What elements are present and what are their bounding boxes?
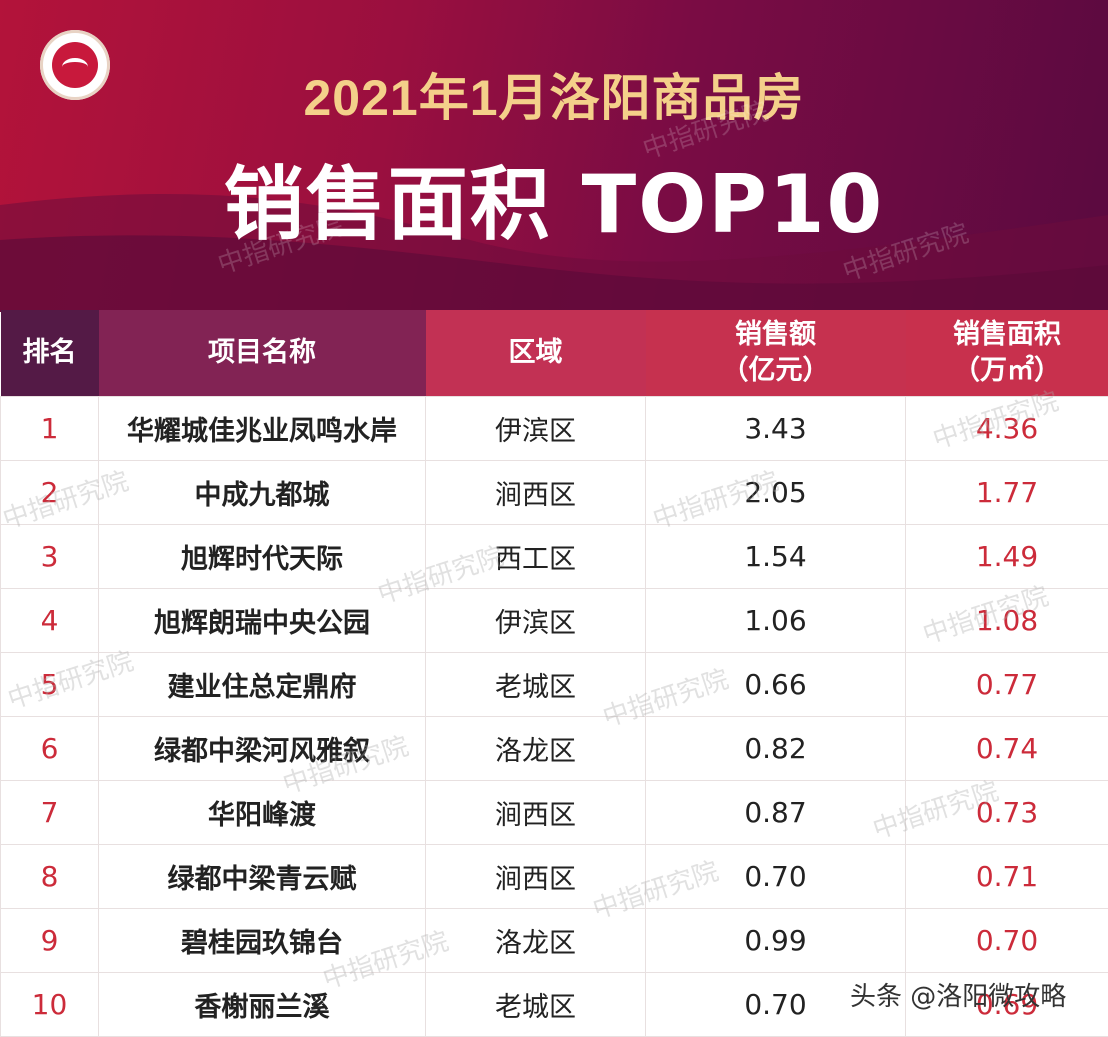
cell-area: 0.73 [906,781,1108,845]
col-header-name: 项目名称 [99,310,426,397]
cell-district: 老城区 [426,653,646,717]
ranking-table: 排名 项目名称 区域 销售额 （亿元） 销售面积 （万㎡） 1 华耀城佳兆业凤鸣… [0,310,1108,1037]
cell-rank: 8 [1,845,99,909]
cell-district: 涧西区 [426,781,646,845]
cell-project-name: 华阳峰渡 [99,781,426,845]
cell-project-name: 绿都中梁河风雅叙 [99,717,426,781]
cell-rank: 4 [1,589,99,653]
cell-area: 1.08 [906,589,1108,653]
cell-district: 洛龙区 [426,717,646,781]
table-row: 1 华耀城佳兆业凤鸣水岸 伊滨区 3.43 4.36 [1,397,1108,461]
cell-project-name: 旭辉时代天际 [99,525,426,589]
cell-rank: 5 [1,653,99,717]
cell-rank: 9 [1,909,99,973]
cell-sales: 1.06 [646,589,906,653]
cell-project-name: 绿都中梁青云赋 [99,845,426,909]
cell-district: 伊滨区 [426,397,646,461]
table-row: 8 绿都中梁青云赋 涧西区 0.70 0.71 [1,845,1108,909]
cell-project-name: 碧桂园玖锦台 [99,909,426,973]
table-row: 3 旭辉时代天际 西工区 1.54 1.49 [1,525,1108,589]
col-header-sales-line2: （亿元） [646,353,906,389]
cell-rank: 1 [1,397,99,461]
cell-rank: 3 [1,525,99,589]
table-row: 2 中成九都城 涧西区 2.05 1.77 [1,461,1108,525]
cell-area: 1.49 [906,525,1108,589]
cell-rank: 6 [1,717,99,781]
cell-rank: 7 [1,781,99,845]
cell-rank: 2 [1,461,99,525]
cell-project-name: 香榭丽兰溪 [99,973,426,1037]
table-row: 6 绿都中梁河风雅叙 洛龙区 0.82 0.74 [1,717,1108,781]
table-row: 5 建业住总定鼎府 老城区 0.66 0.77 [1,653,1108,717]
cell-project-name: 华耀城佳兆业凤鸣水岸 [99,397,426,461]
cell-sales: 0.99 [646,909,906,973]
cell-project-name: 建业住总定鼎府 [99,653,426,717]
col-header-area: 销售面积 （万㎡） [906,310,1108,397]
source-credit: 头条 @洛阳微攻略 [850,976,1066,1013]
cell-rank: 10 [1,973,99,1037]
col-header-district: 区域 [426,310,646,397]
table-header-row: 排名 项目名称 区域 销售额 （亿元） 销售面积 （万㎡） [1,310,1108,397]
cell-area: 0.70 [906,909,1108,973]
col-header-sales-line1: 销售额 [646,317,906,353]
cell-area: 4.36 [906,397,1108,461]
header-banner: 2021年1月洛阳商品房 销售面积 TOP10 中指研究院 中指研究院 中指研究… [0,0,1108,312]
col-header-area-line2: （万㎡） [906,353,1108,389]
cell-district: 老城区 [426,973,646,1037]
cell-sales: 0.66 [646,653,906,717]
col-header-sales: 销售额 （亿元） [646,310,906,397]
cell-sales: 3.43 [646,397,906,461]
page-title-line1: 2021年1月洛阳商品房 [0,58,1108,130]
cell-sales: 0.70 [646,845,906,909]
cell-area: 0.71 [906,845,1108,909]
cell-district: 涧西区 [426,461,646,525]
cell-sales: 1.54 [646,525,906,589]
cell-district: 涧西区 [426,845,646,909]
cell-area: 0.77 [906,653,1108,717]
cell-district: 伊滨区 [426,589,646,653]
cell-district: 洛龙区 [426,909,646,973]
table-row: 4 旭辉朗瑞中央公园 伊滨区 1.06 1.08 [1,589,1108,653]
page-title-line2: 销售面积 TOP10 [0,140,1108,256]
cell-sales: 0.87 [646,781,906,845]
cell-project-name: 中成九都城 [99,461,426,525]
col-header-rank: 排名 [1,310,99,397]
cell-sales: 2.05 [646,461,906,525]
table-row: 9 碧桂园玖锦台 洛龙区 0.99 0.70 [1,909,1108,973]
cell-project-name: 旭辉朗瑞中央公园 [99,589,426,653]
cell-area: 1.77 [906,461,1108,525]
cell-sales: 0.82 [646,717,906,781]
cell-district: 西工区 [426,525,646,589]
col-header-area-line1: 销售面积 [906,317,1108,353]
cell-area: 0.74 [906,717,1108,781]
table-row: 7 华阳峰渡 涧西区 0.87 0.73 [1,781,1108,845]
